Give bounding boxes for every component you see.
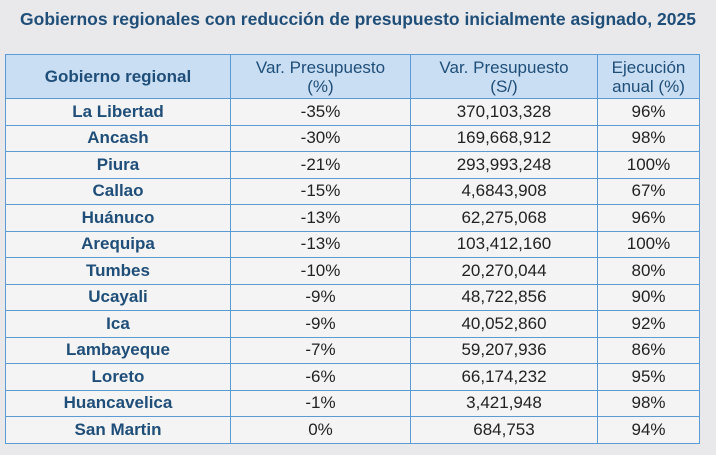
table-body: La Libertad -35% 370,103,328 96% Ancash -30% 1… [5,98,700,444]
value-cell: -15% [230,177,411,205]
budget-table: Gobierno regional Var. Presupuesto (%) Var.… [5,54,700,444]
title: Gobiernos regionales con reducción de pr… [20,9,696,29]
table-row: Huancavelica -1% 3,421,948 98% [5,389,700,417]
value-cell: 169,668,912 [410,124,598,152]
table-row: Tumbes -10% 20,270,044 80% [5,257,700,285]
value-cell: -1% [230,389,411,417]
region-cell: Loreto [5,363,231,391]
region-cell: Ica [5,310,231,338]
table-row: Ancash -30% 169,668,912 98% [5,124,700,152]
value-cell: 48,722,856 [410,283,598,311]
table-row: Loreto -6% 66,174,232 95% [5,363,700,391]
region-cell: Huancavelica [5,389,231,417]
region-cell: Huánuco [5,204,231,232]
value-cell: 98% [597,389,700,417]
region-cell: Callao [5,177,231,205]
value-cell: -7% [230,336,411,364]
header-line: anual (%) [612,76,685,96]
value-cell: 86% [597,336,700,364]
table-row: Huánuco -13% 62,275,068 96% [5,204,700,232]
header-line: Ejecución [611,57,686,77]
table-row: San Martin 0% 684,753 94% [5,416,700,444]
region-cell: San Martin [5,416,231,444]
page: Gobiernos regionales con reducción de pr… [0,8,716,455]
value-cell: 59,207,936 [410,336,598,364]
value-cell: 100% [597,230,700,258]
value-cell: -30% [230,124,411,152]
table-row: Callao -15% 4,6843,908 67% [5,177,700,205]
table-row: Arequipa -13% 103,412,160 100% [5,230,700,258]
value-cell: 80% [597,257,700,285]
header-line: (%) [307,76,334,96]
value-cell: 62,275,068 [410,204,598,232]
value-cell: 98% [597,124,700,152]
value-cell: 370,103,328 [410,98,598,126]
header-line: Gobierno regional [44,67,192,86]
header-line: Var. Presupuesto [439,57,569,77]
value-cell: 0% [230,416,411,444]
region-cell: Tumbes [5,257,231,285]
value-cell: 96% [597,204,700,232]
value-cell: -13% [230,204,411,232]
value-cell: 96% [597,98,700,126]
table-row: Piura -21% 293,993,248 100% [5,151,700,179]
value-cell: 3,421,948 [410,389,598,417]
table-row: Ica -9% 40,052,860 92% [5,310,700,338]
value-cell: 684,753 [410,416,598,444]
header-line: (S/) [490,76,518,96]
value-cell: -9% [230,310,411,338]
value-cell: 66,174,232 [410,363,598,391]
value-cell: -10% [230,257,411,285]
header-line: Var. Presupuesto [255,57,386,77]
value-cell: -35% [230,98,411,126]
value-cell: 20,270,044 [410,257,598,285]
value-cell: 4,6843,908 [410,177,598,205]
value-cell: 95% [597,363,700,391]
value-cell: 40,052,860 [410,310,598,338]
value-cell: 90% [597,283,700,311]
table-row: La Libertad -35% 370,103,328 96% [5,98,700,126]
value-cell: 100% [597,151,700,179]
column-header: Ejecución anual (%) [597,54,700,99]
table-row: Lambayeque -7% 59,207,936 86% [5,336,700,364]
column-header: Gobierno regional [5,54,231,99]
region-cell: Arequipa [5,230,231,258]
value-cell: 92% [597,310,700,338]
column-header: Var. Presupuesto (%) [230,54,411,99]
region-cell: Piura [5,151,231,179]
region-cell: Ucayali [5,283,231,311]
value-cell: -9% [230,283,411,311]
table-row: Ucayali -9% 48,722,856 90% [5,283,700,311]
value-cell: -6% [230,363,411,391]
value-cell: 293,993,248 [410,151,598,179]
value-cell: 94% [597,416,700,444]
region-cell: Ancash [5,124,231,152]
header-row: Gobierno regional Var. Presupuesto (%) Var.… [5,54,700,99]
column-header: Var. Presupuesto (S/) [410,54,598,99]
value-cell: -21% [230,151,411,179]
value-cell: -13% [230,230,411,258]
value-cell: 103,412,160 [410,230,598,258]
region-cell: La Libertad [5,98,231,126]
region-cell: Lambayeque [5,336,231,364]
value-cell: 67% [597,177,700,205]
